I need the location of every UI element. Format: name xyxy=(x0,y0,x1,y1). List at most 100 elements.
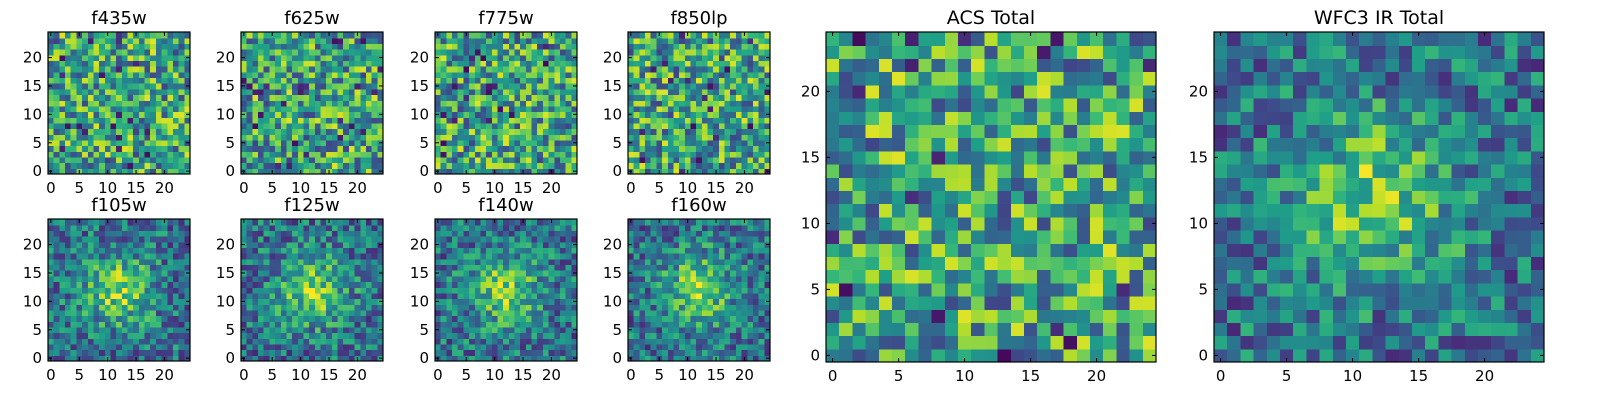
heatmap-cell xyxy=(679,105,686,113)
heatmap-cell xyxy=(463,258,470,266)
heatmap-cell xyxy=(628,66,635,73)
heatmap-cell xyxy=(309,321,316,328)
heatmap-cell xyxy=(292,71,299,79)
heatmap-cell xyxy=(144,270,151,277)
heatmap-cell xyxy=(59,105,66,113)
heatmap-cell xyxy=(320,122,327,130)
heatmap-cell xyxy=(314,71,322,79)
heatmap-cell xyxy=(377,105,384,113)
heatmap-cell xyxy=(184,275,191,283)
heatmap-cell xyxy=(701,139,709,147)
heatmap-cell xyxy=(354,77,361,84)
heatmap-cell xyxy=(628,315,635,322)
heatmap-cell xyxy=(520,292,527,300)
heatmap-cell xyxy=(172,230,180,237)
heatmap-cell xyxy=(286,241,293,248)
heatmap-cell xyxy=(82,49,89,56)
heatmap-cell xyxy=(684,292,692,300)
heatmap-cell xyxy=(497,100,504,107)
heatmap-cell xyxy=(331,71,339,79)
heatmap-cell xyxy=(263,349,270,356)
heatmap-cell xyxy=(87,156,95,164)
heatmap-cell xyxy=(337,43,344,50)
heatmap-cell xyxy=(565,349,572,356)
heatmap-cell xyxy=(127,117,134,124)
heatmap-cell xyxy=(167,54,174,61)
heatmap-cell xyxy=(365,326,373,334)
heatmap-cell xyxy=(713,275,720,283)
heatmap-cell xyxy=(167,241,174,248)
x-tick-label: 0 xyxy=(626,179,636,197)
heatmap-cell xyxy=(326,326,333,334)
heatmap-cell xyxy=(486,270,493,277)
heatmap-cell xyxy=(371,264,378,271)
heatmap-cell xyxy=(667,343,675,351)
heatmap-cell xyxy=(155,258,163,266)
heatmap-cell xyxy=(48,134,55,141)
heatmap-cell xyxy=(87,88,95,96)
heatmap-cell xyxy=(127,338,134,345)
heatmap-cell xyxy=(110,247,117,254)
heatmap-cell xyxy=(554,326,561,334)
heatmap-cell xyxy=(559,43,567,50)
heatmap-cell xyxy=(263,236,270,243)
heatmap-cell xyxy=(480,122,487,130)
heatmap-cell xyxy=(286,162,293,169)
heatmap-cell xyxy=(457,338,464,345)
heatmap-cell xyxy=(548,134,555,141)
heatmap-cell xyxy=(360,37,367,44)
heatmap-cell xyxy=(53,298,60,305)
heatmap-cell xyxy=(633,315,640,322)
heatmap-cell xyxy=(469,241,476,248)
heatmap-cell xyxy=(348,247,356,254)
heatmap-cell xyxy=(667,122,675,130)
heatmap-cell xyxy=(133,60,140,67)
heatmap-cell xyxy=(758,281,765,288)
heatmap-cell xyxy=(150,349,157,356)
heatmap-cell xyxy=(486,66,493,73)
heatmap-cell xyxy=(360,321,367,328)
heatmap-cell xyxy=(360,253,367,260)
heatmap-cell xyxy=(246,332,253,339)
heatmap-cell xyxy=(764,71,771,79)
heatmap-cell xyxy=(673,309,680,317)
heatmap-cell xyxy=(121,94,129,101)
heatmap-cell xyxy=(503,304,510,311)
heatmap-cell xyxy=(696,145,703,152)
heatmap-cell xyxy=(446,139,453,147)
heatmap-cell xyxy=(116,37,123,44)
heatmap-cell xyxy=(292,66,299,73)
heatmap-cell xyxy=(184,343,191,351)
heatmap-cell xyxy=(59,264,66,271)
x-tick-label: 10 xyxy=(291,179,310,197)
heatmap-cell xyxy=(246,71,253,79)
heatmap-cell xyxy=(121,258,129,266)
heatmap-cell xyxy=(377,122,384,130)
heatmap-cell xyxy=(121,355,129,362)
heatmap-cell xyxy=(650,134,657,141)
heatmap-cell xyxy=(713,139,720,147)
heatmap-cell xyxy=(679,139,686,147)
heatmap-cell xyxy=(548,281,555,288)
heatmap-cell xyxy=(707,111,714,118)
heatmap-cell xyxy=(167,270,174,277)
heatmap-cell xyxy=(127,264,134,271)
heatmap-cell xyxy=(377,287,384,294)
heatmap-cell xyxy=(565,49,572,56)
heatmap-cell xyxy=(503,338,510,345)
heatmap-cell xyxy=(645,54,652,61)
heatmap-cell xyxy=(286,332,293,339)
heatmap-cell xyxy=(286,298,293,305)
heatmap-cell xyxy=(178,315,185,322)
heatmap-cell xyxy=(639,349,646,356)
heatmap-cell xyxy=(486,105,493,113)
heatmap-cell xyxy=(690,162,697,169)
heatmap-cell xyxy=(531,83,538,90)
heatmap-cell xyxy=(735,326,743,334)
heatmap-cell xyxy=(656,304,663,311)
heatmap-cell xyxy=(172,349,180,356)
heatmap-cell xyxy=(348,230,356,237)
heatmap-cell xyxy=(474,298,482,305)
heatmap-cell xyxy=(286,270,293,277)
heatmap-cell xyxy=(377,343,384,351)
